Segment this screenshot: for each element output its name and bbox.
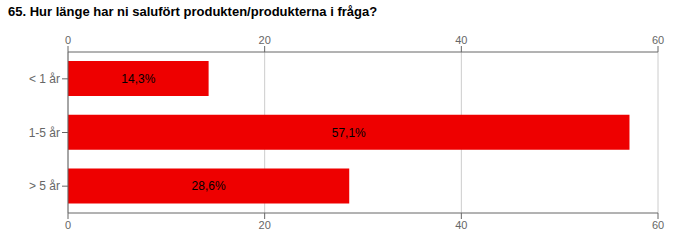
svg-text:< 1 år: < 1 år [29,72,60,86]
svg-text:40: 40 [455,219,467,231]
svg-text:20: 20 [259,34,271,46]
svg-text:57,1%: 57,1% [332,126,366,140]
svg-text:60: 60 [652,34,664,46]
svg-text:0: 0 [65,219,71,231]
svg-text:14,3%: 14,3% [121,72,155,86]
svg-text:20: 20 [259,219,271,231]
svg-text:40: 40 [455,34,467,46]
svg-text:0: 0 [65,34,71,46]
svg-text:28,6%: 28,6% [192,179,226,193]
svg-text:1-5 år: 1-5 år [29,126,60,140]
html-text:65. Hur länge har ni salufört: 65. Hur länge har ni salufört produkten/… [8,4,378,19]
svg-text:> 5 år: > 5 år [29,179,60,193]
svg-text:60: 60 [652,219,664,231]
